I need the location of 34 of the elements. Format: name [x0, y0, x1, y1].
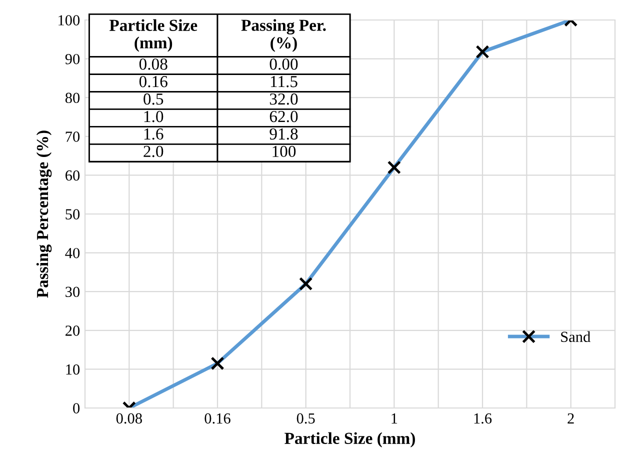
annotation: 2.0: [144, 146, 164, 158]
y-tick-label: 100: [58, 15, 80, 26]
annotation: Passing Per. (%): [241, 19, 326, 52]
annotation: 62.0: [270, 110, 298, 122]
annotation: 0.16: [139, 76, 168, 88]
annotation: 11.5: [270, 76, 298, 88]
y-tick-label: 90: [65, 54, 80, 64]
y-tick-label: 20: [66, 326, 80, 336]
annotation: 1.6: [144, 128, 164, 140]
annotation: 1.0: [144, 110, 164, 122]
y-tick-label: 70: [66, 132, 80, 142]
annotation: 0.5: [144, 93, 164, 105]
x-axis-title: Particle Size (mm): [284, 432, 415, 448]
y-axis-title: Passing Percentage (%): [36, 130, 52, 298]
y-tick-label: 40: [65, 248, 80, 258]
y-tick-label: 30: [66, 286, 80, 298]
x-tick-label: 0.16: [204, 413, 230, 424]
y-tick-label: 0: [73, 403, 80, 414]
annotation: 32.0: [270, 93, 298, 105]
annotation: Particle Size (mm): [109, 19, 198, 52]
y-tick-label: 60: [66, 170, 80, 181]
x-tick-label: 1: [392, 413, 398, 424]
legend-label: Sand: [561, 331, 590, 342]
annotation: 91.8: [270, 128, 298, 140]
x-tick-label: 0.08: [116, 413, 142, 424]
x-tick-label: 2: [568, 413, 574, 424]
annotation: 0.08: [139, 58, 168, 70]
annotation: 0.00: [270, 58, 298, 70]
x-tick-label: 0.5: [296, 413, 315, 424]
x-tick-label: 1.6: [474, 413, 492, 424]
y-tick-label: 50: [66, 209, 80, 220]
y-tick-label: 10: [66, 364, 80, 375]
y-tick-label: 80: [65, 92, 80, 104]
annotation: 100: [272, 146, 296, 158]
